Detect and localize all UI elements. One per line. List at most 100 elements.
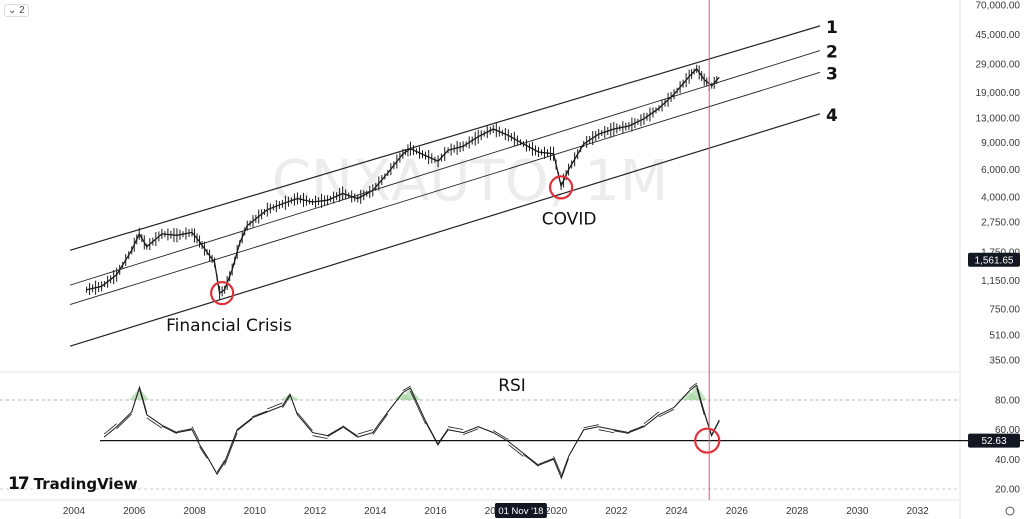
time-tick-label: 2006 — [123, 506, 146, 517]
rsi-noise — [176, 428, 193, 432]
channel-label-4: 4 — [826, 106, 838, 126]
rsi-noise — [478, 426, 494, 433]
annotations: Financial Crisis COVID — [166, 175, 596, 336]
rsi-series — [103, 382, 721, 480]
rsi-noise — [216, 460, 225, 473]
rsi-noise — [103, 423, 117, 435]
rsi-noise — [312, 435, 328, 439]
rsi-noise — [410, 390, 426, 424]
rsi-overbought-fill — [279, 394, 300, 400]
price-tick-label: 13,000.00 — [976, 113, 1021, 124]
rsi-noise — [508, 444, 524, 457]
time-tick-label: 2032 — [906, 506, 929, 517]
rsi-tick-label: 80.00 — [995, 396, 1020, 407]
channel-label-3: 3 — [826, 64, 838, 84]
channel-line-4 — [69, 113, 821, 347]
rsi-noise — [402, 385, 411, 391]
chevron-down-icon: ⌄ — [8, 5, 17, 16]
rsi-tick-label: 20.00 — [995, 485, 1020, 496]
rsi-overbought-fill — [129, 388, 150, 400]
rsi-noise — [199, 446, 208, 459]
price-line — [86, 67, 720, 295]
time-tick-label: 2012 — [304, 506, 327, 517]
rsi-noise — [553, 456, 562, 475]
channel-line-1 — [69, 25, 821, 251]
rsi-noise — [673, 390, 690, 408]
rsi-overbought-fill — [400, 388, 421, 400]
rsi-noise — [613, 430, 629, 434]
time-tick-label: 2020 — [545, 506, 568, 517]
price-tick-label: 1,150.00 — [981, 276, 1020, 287]
time-tick-label: 2028 — [786, 506, 809, 517]
price-tick-label: 45,000.00 — [976, 30, 1021, 41]
rsi-noise — [560, 458, 569, 480]
time-tick-label: 2014 — [364, 506, 387, 517]
rsi-noise — [161, 425, 178, 434]
rsi-value-badge — [968, 433, 1020, 448]
time-axis: 2004200620082010201220142016201820202022… — [0, 499, 1015, 518]
price-tick-label: 510.00 — [989, 330, 1020, 341]
rsi-noise — [327, 427, 343, 437]
channel-line-3 — [69, 71, 821, 306]
rsi-noise — [463, 428, 479, 435]
channel-label-1: 1 — [826, 18, 838, 38]
channel-lines: 1 23 4 — [69, 18, 838, 347]
rsi-noise — [523, 454, 539, 467]
symbol-watermark: CNXAUTO, 1M — [272, 149, 668, 214]
price-tick-label: 70,000.00 — [976, 1, 1021, 12]
rsi-noise — [289, 393, 298, 415]
rsi-noise — [116, 413, 132, 429]
price-tick-label: 19,000.00 — [976, 88, 1021, 99]
price-tick-label: 750.00 — [989, 304, 1020, 315]
collapse-toggle[interactable]: ⌄ 2 — [4, 4, 29, 17]
annotation-circle — [548, 175, 574, 200]
annotation-circle — [210, 280, 235, 306]
crosshair-date-label: 01 Nov '18 — [498, 506, 543, 517]
tradingview-wordmark: TradingView — [33, 475, 138, 493]
rsi-noise — [568, 429, 585, 457]
rsi-noise — [191, 426, 200, 442]
rsi-noise — [224, 432, 238, 466]
price-tick-label: 9,000.00 — [981, 138, 1020, 149]
rsi-noise — [448, 426, 464, 430]
rsi-noise — [282, 395, 291, 409]
rsi-noise — [711, 419, 720, 435]
crosshair-date-badge — [494, 503, 547, 518]
rsi-noise — [493, 430, 509, 440]
rsi-noise — [658, 409, 675, 418]
annotation-label: Financial Crisis — [166, 316, 292, 336]
last-price-label: 1,561.65 — [975, 255, 1014, 266]
rsi-noise — [628, 425, 645, 432]
rsi-noise — [538, 457, 554, 465]
price-tick-label: 2,750.00 — [981, 217, 1020, 228]
channel-line-2 — [69, 50, 821, 286]
rsi-noise — [688, 382, 697, 390]
rsi-value-label: 52.63 — [981, 436, 1006, 447]
time-tick-label: 2024 — [665, 506, 688, 517]
time-tick-label: 2004 — [63, 506, 86, 517]
rsi-noise — [267, 402, 283, 410]
rsi-noise — [252, 410, 268, 418]
tradingview-logo: 17 TradingView — [8, 474, 138, 494]
price-tick-label: 4,000.00 — [981, 192, 1020, 203]
rsi-noise — [342, 425, 358, 437]
time-tick-label: 2016 — [424, 506, 447, 517]
rsi-noise — [598, 429, 614, 434]
time-tick-label: 2010 — [244, 506, 267, 517]
rsi-noise — [297, 412, 313, 431]
rsi-noise — [131, 387, 140, 413]
rsi-noise — [583, 424, 599, 429]
rsi-line — [103, 384, 720, 479]
rsi-noise — [206, 456, 218, 475]
rsi-tick-label: 60.00 — [995, 425, 1020, 436]
watermark-text: CNXAUTO, 1M — [272, 149, 668, 214]
rsi-tick-label: 40.00 — [995, 455, 1020, 466]
toggle-count: 2 — [19, 5, 25, 16]
rsi-noise — [643, 411, 660, 425]
rsi-noise — [372, 413, 389, 435]
time-tick-label: 2008 — [183, 506, 206, 517]
rsi-noise — [387, 392, 404, 413]
channel-label-2: 2 — [826, 43, 838, 63]
rsi-noise — [696, 388, 705, 416]
